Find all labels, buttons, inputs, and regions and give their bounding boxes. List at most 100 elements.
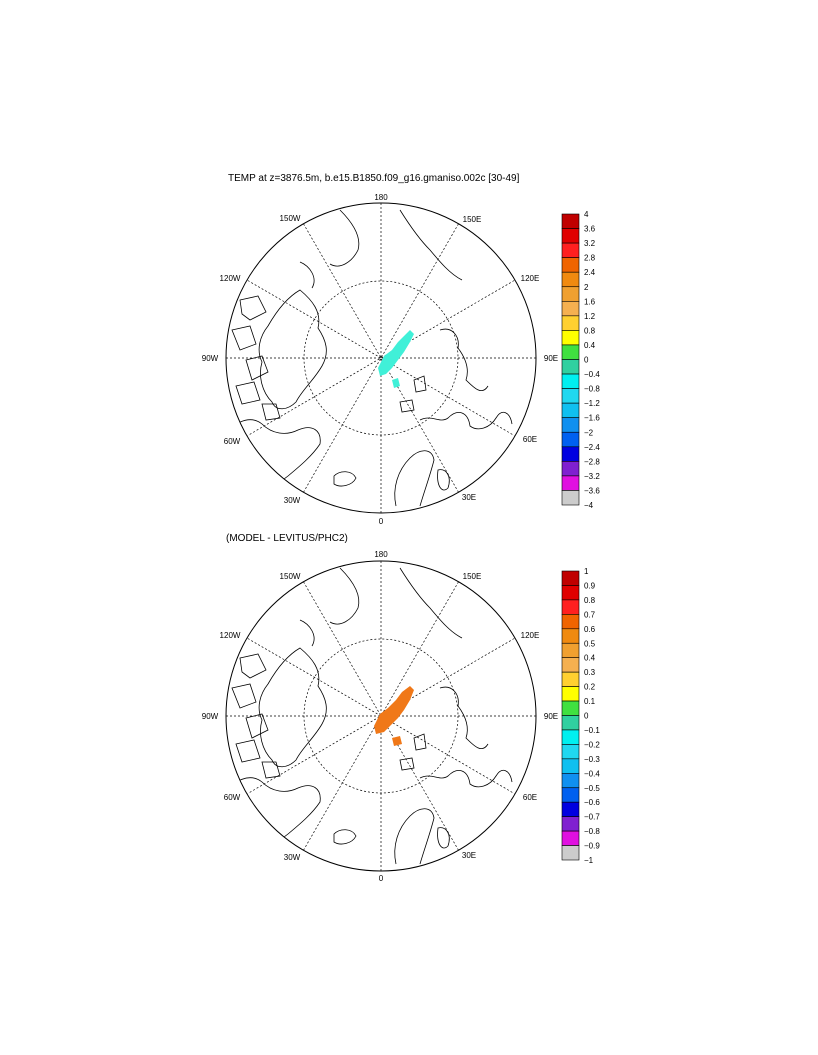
bottom-colorbar-label: 0.2 xyxy=(584,683,596,692)
top-colorbar-label: −4 xyxy=(584,501,594,510)
bottom-colorbar-swatch xyxy=(561,628,580,644)
top-colorbar-swatch xyxy=(561,330,580,346)
svg-text:60E: 60E xyxy=(523,435,537,444)
top-colorbar-label: −3.6 xyxy=(584,486,600,495)
bottom-colorbar-swatch xyxy=(561,845,580,861)
svg-text:0: 0 xyxy=(379,517,384,526)
bottom-colorbar-label: −0.5 xyxy=(584,784,600,793)
bottom-colorbar-label: −0.1 xyxy=(584,726,600,735)
bottom-colorbar-label: −0.6 xyxy=(584,798,600,807)
top-colorbar-label: 0.8 xyxy=(584,326,596,335)
top-colorbar-label: −2.4 xyxy=(584,443,600,452)
top-colorbar-swatch xyxy=(561,359,580,375)
bottom-colorbar-swatch xyxy=(561,772,580,789)
bottom-colorbar-label: −0.2 xyxy=(584,740,600,749)
bottom-graticule xyxy=(226,561,536,871)
top-colorbar-swatch xyxy=(561,286,580,302)
svg-text:120E: 120E xyxy=(521,631,540,640)
bottom-colorbar-swatch xyxy=(561,642,580,658)
top-colorbar-label: 1.2 xyxy=(584,312,596,321)
top-colorbar-swatch xyxy=(561,446,580,462)
bottom-colorbar-swatch xyxy=(561,585,580,601)
top-polar-map: 180 150E 120E 90E 60E 30E 0 30W 60W 90W … xyxy=(202,193,601,526)
top-colorbar-label: −1.6 xyxy=(584,414,600,423)
bottom-colorbar-swatch xyxy=(561,830,580,846)
top-map-title: TEMP at z=3876.5m, b.e15.B1850.f09_g16.g… xyxy=(228,173,520,184)
bottom-map-title: (MODEL - LEVITUS/PHC2) xyxy=(226,533,348,544)
svg-text:120E: 120E xyxy=(521,274,540,283)
bottom-colorbar-label: −0.8 xyxy=(584,827,600,836)
bottom-map-boundary xyxy=(225,560,537,872)
bottom-colorbar-label: −0.3 xyxy=(584,755,600,764)
bottom-colorbar-label: 0.9 xyxy=(584,581,596,590)
svg-text:90W: 90W xyxy=(202,712,219,721)
top-map-boundary xyxy=(225,202,537,514)
top-colorbar-swatch xyxy=(561,228,580,244)
top-colorbar-swatch xyxy=(561,315,580,331)
bottom-colorbar-swatch xyxy=(561,787,580,803)
top-colorbar-swatch xyxy=(561,490,580,506)
top-colorbar-label: −0.8 xyxy=(584,385,600,394)
bottom-colorbar-label: 0.3 xyxy=(584,668,596,677)
top-colorbar-label: −0.4 xyxy=(584,370,600,379)
top-graticule xyxy=(226,203,536,513)
bottom-colorbar-swatch xyxy=(561,729,580,745)
top-colorbar-label: 2.8 xyxy=(584,254,596,263)
svg-text:180: 180 xyxy=(374,193,388,202)
svg-text:90W: 90W xyxy=(202,354,219,363)
bottom-anomaly-field xyxy=(374,686,414,746)
top-colorbar-label: 0.4 xyxy=(584,341,596,350)
bottom-coastlines xyxy=(227,567,513,865)
bottom-polar-map: 180 150E 120E 90E 60E 30E 0 30W 60W 90W … xyxy=(202,550,601,883)
svg-text:180: 180 xyxy=(374,550,388,559)
bottom-colorbar-swatch xyxy=(561,816,580,832)
bottom-colorbar-label: 0.8 xyxy=(584,596,596,605)
bottom-colorbar-label: 0.6 xyxy=(584,625,596,634)
bottom-colorbar-swatch xyxy=(561,657,580,673)
bottom-colorbar-label: 1 xyxy=(584,567,589,576)
top-colorbar-label: 2 xyxy=(584,283,589,292)
svg-text:0: 0 xyxy=(379,874,384,883)
top-colorbar-label: 2.4 xyxy=(584,268,596,277)
bottom-colorbar-label: 0.1 xyxy=(584,697,596,706)
svg-text:120W: 120W xyxy=(220,631,241,640)
top-colorbar-label: −2.8 xyxy=(584,457,600,466)
top-colorbar-swatch xyxy=(561,257,580,273)
bottom-colorbar-label: 0 xyxy=(584,712,589,721)
top-anomaly-field xyxy=(378,330,414,388)
bottom-colorbar-swatch xyxy=(561,744,580,760)
top-colorbar-swatch xyxy=(561,402,580,418)
svg-text:30W: 30W xyxy=(284,853,301,862)
svg-text:60E: 60E xyxy=(523,793,537,802)
svg-text:150W: 150W xyxy=(280,572,301,581)
top-colorbar: 4 3.6 3.2 2.8 2.4 2 1.6 1.2 0.8 0.4 0 −0.4 −0.8 −1.2 −… xyxy=(561,210,600,510)
top-colorbar-swatch xyxy=(561,213,580,229)
bottom-colorbar-swatch xyxy=(561,801,580,817)
top-colorbar-swatch xyxy=(561,417,580,433)
top-colorbar-label: −2 xyxy=(584,428,594,437)
svg-text:150E: 150E xyxy=(463,215,482,224)
bottom-colorbar-swatch xyxy=(561,570,580,586)
bottom-colorbar-label: −0.7 xyxy=(584,813,600,822)
top-colorbar-label: 3.2 xyxy=(584,239,596,248)
top-colorbar-swatch xyxy=(561,388,580,404)
top-colorbar-swatch xyxy=(561,242,580,258)
bottom-colorbar-swatch xyxy=(561,671,580,687)
bottom-colorbar-swatch xyxy=(561,700,580,716)
top-colorbar-swatch xyxy=(561,344,580,360)
bottom-colorbar-label: 0.4 xyxy=(584,654,596,663)
bottom-colorbar-label: 0.5 xyxy=(584,639,596,648)
bottom-colorbar-swatch xyxy=(561,715,580,731)
top-colorbar-swatch xyxy=(561,300,580,317)
top-colorbar-label: −1.2 xyxy=(584,399,600,408)
bottom-colorbar-label: 0.7 xyxy=(584,610,596,619)
svg-text:150W: 150W xyxy=(280,214,301,223)
svg-text:30W: 30W xyxy=(284,496,301,505)
svg-text:60W: 60W xyxy=(224,793,241,802)
bottom-colorbar-swatch xyxy=(561,758,580,774)
svg-text:90E: 90E xyxy=(544,354,558,363)
top-colorbar-swatch xyxy=(561,431,580,448)
top-colorbar-swatch xyxy=(561,373,580,389)
bottom-colorbar-label: −0.4 xyxy=(584,769,600,778)
